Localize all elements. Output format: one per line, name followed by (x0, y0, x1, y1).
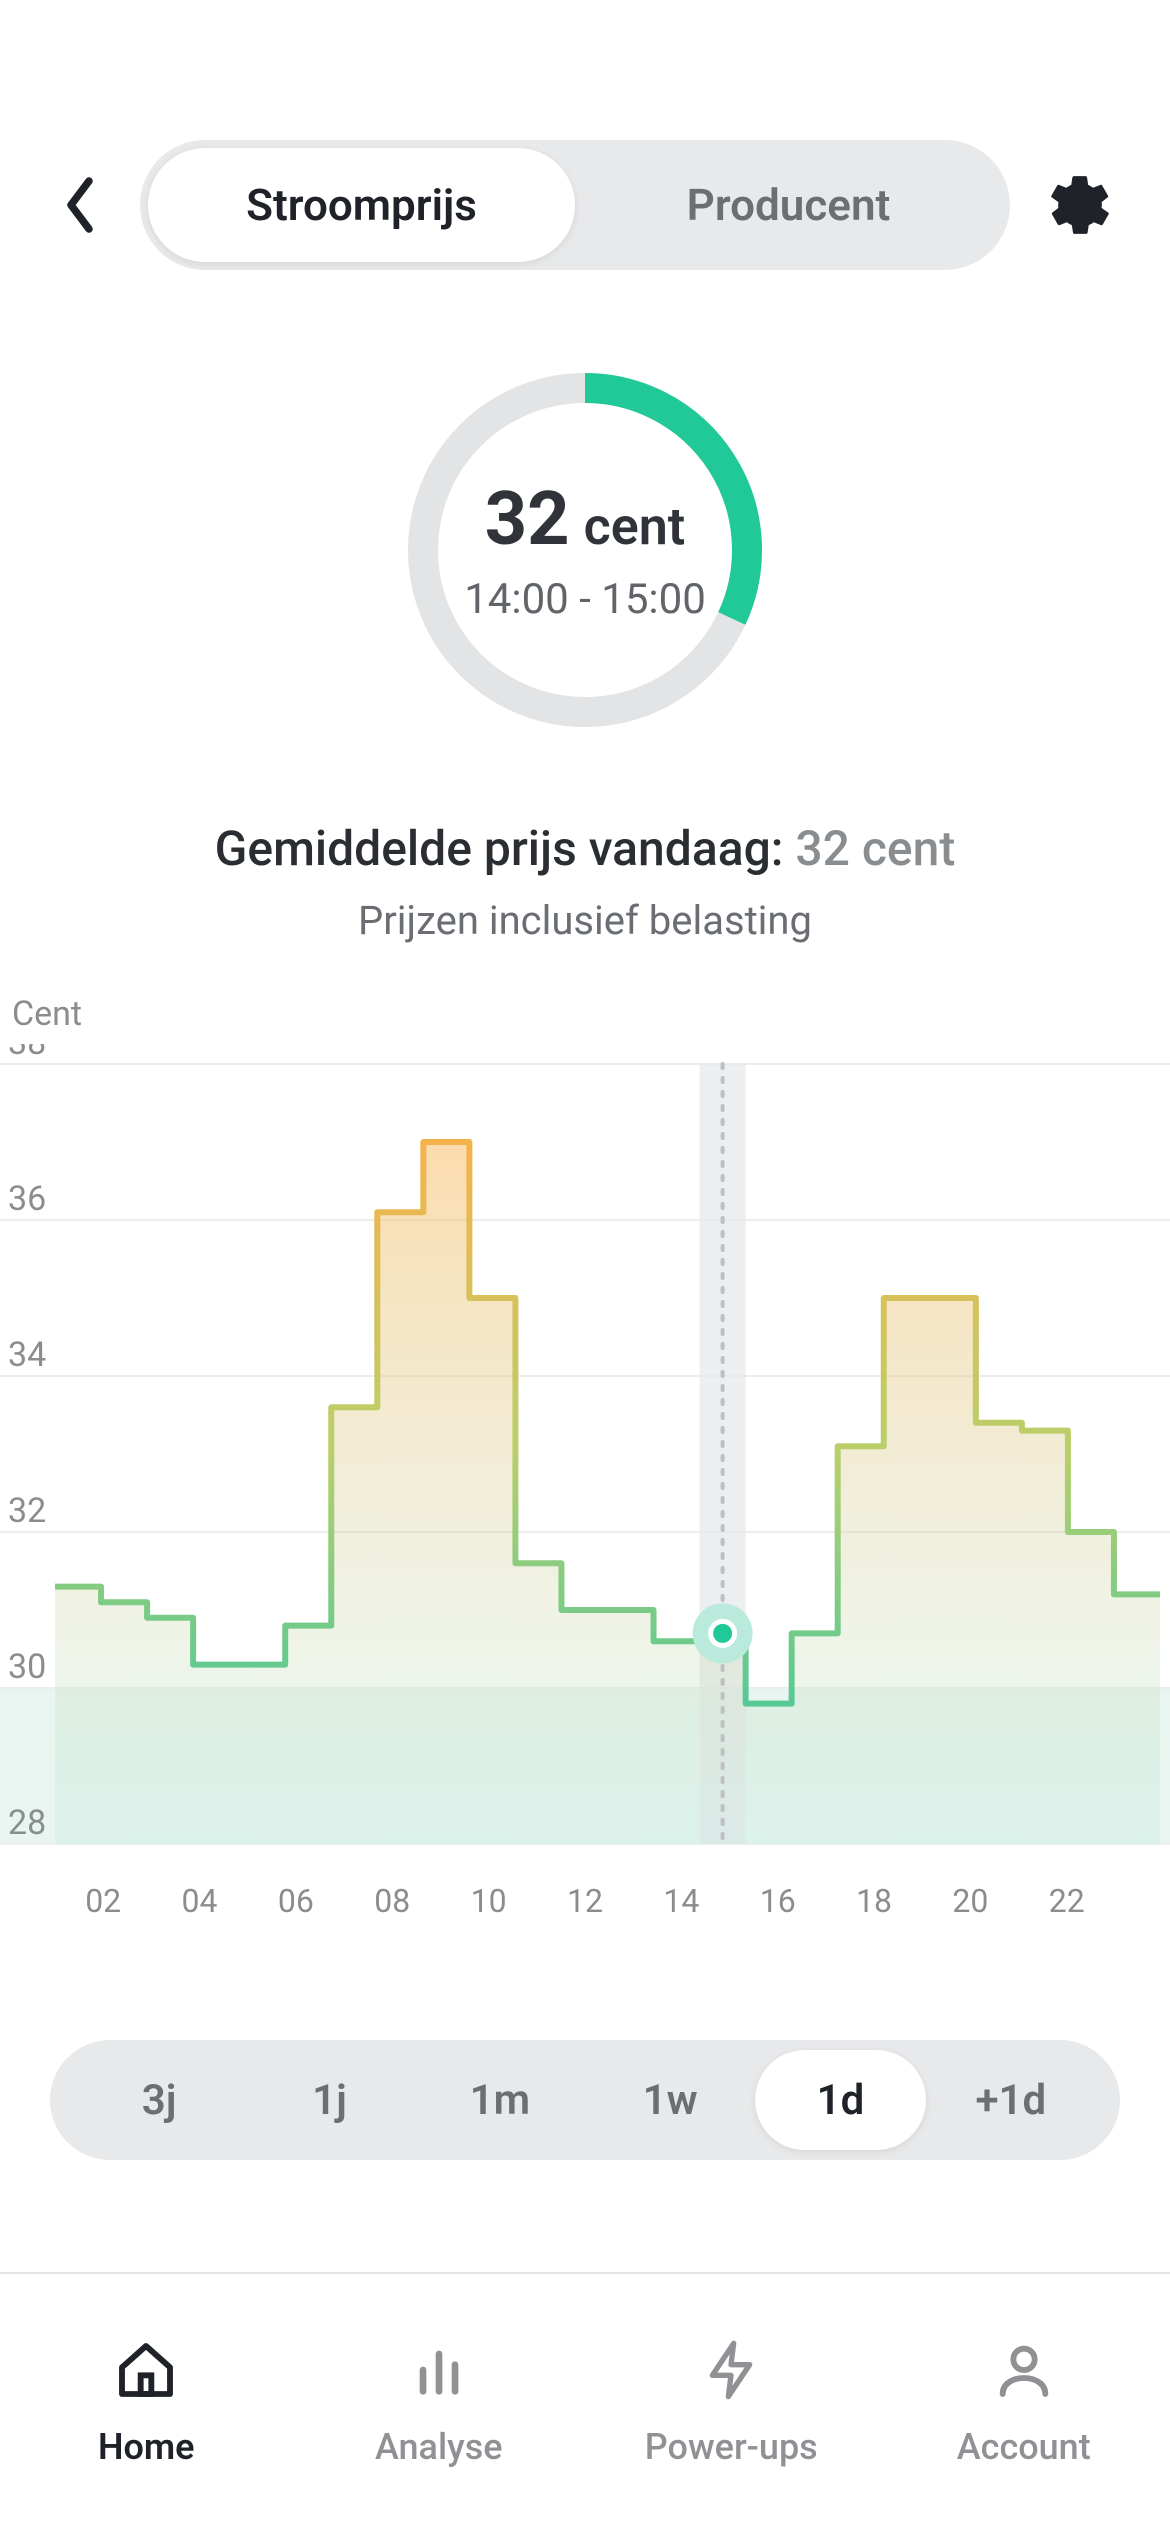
svg-text:36: 36 (8, 1179, 46, 1219)
tab-analyse[interactable]: Analyse (293, 2274, 586, 2532)
average-subtitle: Prijzen inclusief belasting (0, 897, 1170, 944)
settings-button[interactable] (1040, 165, 1120, 245)
analyse-icon (407, 2338, 471, 2406)
back-button[interactable] (50, 175, 110, 235)
bottom-tab-bar: Home Analyse Power-ups Account (0, 2272, 1170, 2532)
tab-label: Home (98, 2426, 195, 2468)
time-range-picker: 3j1j1m1w1d+1d (50, 2040, 1120, 2160)
account-icon (992, 2338, 1056, 2406)
range-plus1d[interactable]: +1d (926, 2050, 1096, 2150)
tab-home[interactable]: Home (0, 2274, 293, 2532)
x-axis-labels: 0204060810121416182022 (0, 1864, 1170, 1920)
y-axis-title: Cent (0, 994, 1170, 1034)
x-tick-label: 12 (537, 1882, 633, 1920)
tab-label: Analyse (375, 2426, 503, 2468)
x-tick-label: 06 (248, 1882, 344, 1920)
range-3j[interactable]: 3j (74, 2050, 244, 2150)
x-tick-label: 22 (1019, 1882, 1115, 1920)
x-tick-label: 08 (344, 1882, 440, 1920)
tab-label: Account (957, 2426, 1091, 2468)
x-tick-label: 10 (440, 1882, 536, 1920)
powerups-icon (699, 2338, 763, 2406)
svg-text:28: 28 (8, 1803, 46, 1843)
tab-account[interactable]: Account (878, 2274, 1170, 2532)
gauge-time-range: 14:00 - 15:00 (464, 575, 706, 624)
tab-power-ups[interactable]: Power-ups (585, 2274, 878, 2532)
x-tick-label: 02 (55, 1882, 151, 1920)
x-tick-label: 16 (730, 1882, 826, 1920)
gauge-unit: cent (584, 496, 686, 557)
average-value: 32 cent (795, 820, 955, 877)
svg-text:30: 30 (8, 1647, 46, 1687)
range-1d[interactable]: 1d (755, 2050, 925, 2150)
x-tick-label: 20 (922, 1882, 1018, 1920)
svg-text:38: 38 (8, 1044, 46, 1063)
x-tick-label: 04 (151, 1882, 247, 1920)
price-chart[interactable]: 28 30 32 34 36 38 (0, 1044, 1170, 1864)
home-icon (114, 2338, 178, 2406)
tab-stroomprijs[interactable]: Stroomprijs (148, 148, 575, 262)
svg-text:34: 34 (8, 1335, 46, 1375)
average-label: Gemiddelde prijs vandaag: (215, 820, 784, 877)
price-gauge: 32 cent 14:00 - 15:00 (395, 360, 775, 740)
svg-text:32: 32 (8, 1491, 46, 1531)
gauge-value: 32 (485, 476, 570, 563)
x-tick-label: 18 (826, 1882, 922, 1920)
range-1m[interactable]: 1m (415, 2050, 585, 2150)
segmented-control-price-producer: Stroomprijs Producent (140, 140, 1010, 270)
tab-producent[interactable]: Producent (575, 148, 1002, 262)
range-1j[interactable]: 1j (244, 2050, 414, 2150)
range-1w[interactable]: 1w (585, 2050, 755, 2150)
x-tick-label: 14 (633, 1882, 729, 1920)
tab-label: Power-ups (645, 2426, 818, 2468)
